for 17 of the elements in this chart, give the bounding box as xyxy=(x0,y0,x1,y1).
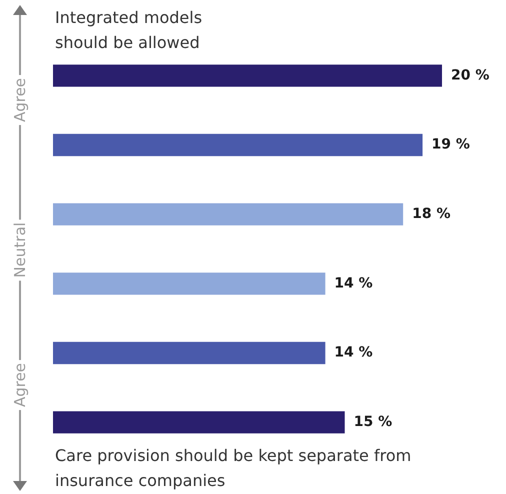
data-label: 14 % xyxy=(334,275,373,292)
data-label: 18 % xyxy=(412,206,450,222)
data-label: 14 % xyxy=(334,344,373,361)
bar xyxy=(53,411,345,434)
data-label: 15 % xyxy=(354,414,392,430)
bar xyxy=(53,134,423,156)
bar xyxy=(53,203,404,226)
text: Neutral xyxy=(11,219,29,281)
bar xyxy=(53,64,442,87)
text: Agree xyxy=(11,74,29,126)
bar xyxy=(53,272,326,295)
bar xyxy=(53,342,326,364)
annotation: Care provision should be kept separate from insurance companies xyxy=(55,445,412,492)
text: Agree xyxy=(11,360,29,410)
annotation: Integrated models should be allowed xyxy=(55,7,204,54)
data-label: 20 % xyxy=(451,67,490,84)
data-label: 19 % xyxy=(432,136,470,153)
